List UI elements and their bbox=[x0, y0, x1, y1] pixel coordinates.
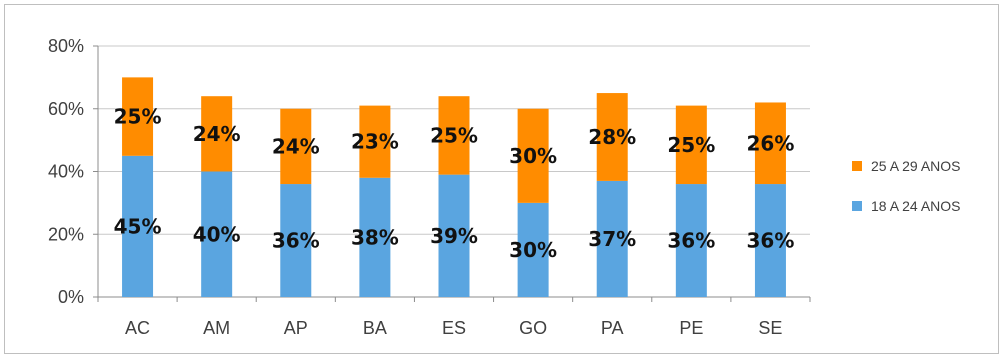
x-category-label: GO bbox=[519, 318, 547, 338]
legend-label: 25 A 29 ANOS bbox=[871, 158, 961, 174]
data-label: 25% bbox=[667, 133, 715, 157]
data-label: 40% bbox=[193, 222, 241, 246]
bar-go-18-24 bbox=[517, 202, 549, 297]
y-tick-label: 0% bbox=[58, 287, 84, 307]
x-category-label: AP bbox=[284, 318, 308, 338]
bar-go-25-29 bbox=[517, 108, 549, 203]
data-label: 38% bbox=[351, 225, 399, 249]
legend-swatch bbox=[852, 161, 862, 171]
bars bbox=[122, 77, 786, 297]
x-category-label: SE bbox=[758, 318, 782, 338]
bar-ac-25-29 bbox=[122, 77, 154, 156]
bar-pa-18-24 bbox=[596, 180, 628, 297]
bar-ba-18-24 bbox=[359, 177, 391, 297]
bar-ap-25-29 bbox=[280, 108, 312, 185]
data-label: 28% bbox=[588, 125, 636, 149]
data-label: 36% bbox=[667, 229, 715, 253]
legend-swatch bbox=[852, 201, 862, 211]
bar-es-18-24 bbox=[438, 174, 470, 297]
x-category-label: BA bbox=[363, 318, 387, 338]
y-tick-label: 40% bbox=[48, 162, 84, 182]
bar-pe-25-29 bbox=[675, 105, 707, 185]
legend: 25 A 29 ANOS 18 A 24 ANOS bbox=[852, 158, 961, 214]
bar-se-18-24 bbox=[754, 184, 786, 297]
bar-am-18-24 bbox=[201, 171, 233, 297]
x-category-label: PE bbox=[679, 318, 703, 338]
bar-se-25-29 bbox=[754, 102, 786, 185]
data-labels: 45% 25% 40% 24% 36% 24% 38% 23% 39% 25% 30% 30% 37% 2… bbox=[114, 105, 795, 262]
data-label: 45% bbox=[114, 214, 162, 238]
data-label: 25% bbox=[114, 105, 162, 129]
data-label: 39% bbox=[430, 224, 478, 248]
x-category-label: AM bbox=[203, 318, 230, 338]
bar-ba-25-29 bbox=[359, 105, 391, 178]
bar-ac-18-24 bbox=[122, 155, 154, 297]
y-tick-label: 60% bbox=[48, 99, 84, 119]
data-label: 30% bbox=[509, 238, 557, 262]
x-category-label: ES bbox=[442, 318, 466, 338]
data-label: 25% bbox=[430, 123, 478, 147]
bar-es-25-29 bbox=[438, 96, 470, 175]
bar-pa-25-29 bbox=[596, 93, 628, 181]
legend-label: 18 A 24 ANOS bbox=[871, 198, 961, 214]
data-label: 26% bbox=[747, 131, 795, 155]
data-label: 30% bbox=[509, 144, 557, 168]
y-tick-label: 80% bbox=[48, 36, 84, 56]
data-label: 23% bbox=[351, 130, 399, 154]
data-label: 36% bbox=[272, 229, 320, 253]
x-category-label: AC bbox=[125, 318, 150, 338]
data-label: 24% bbox=[193, 122, 241, 146]
bar-am-25-29 bbox=[201, 96, 233, 172]
data-label: 37% bbox=[588, 227, 636, 251]
data-label: 24% bbox=[272, 134, 320, 158]
bar-pe-18-24 bbox=[675, 184, 707, 297]
y-tick-label: 20% bbox=[48, 224, 84, 244]
bar-ap-18-24 bbox=[280, 184, 312, 297]
x-category-label: PA bbox=[601, 318, 624, 338]
data-label: 36% bbox=[747, 229, 795, 253]
chart-frame bbox=[4, 4, 999, 354]
